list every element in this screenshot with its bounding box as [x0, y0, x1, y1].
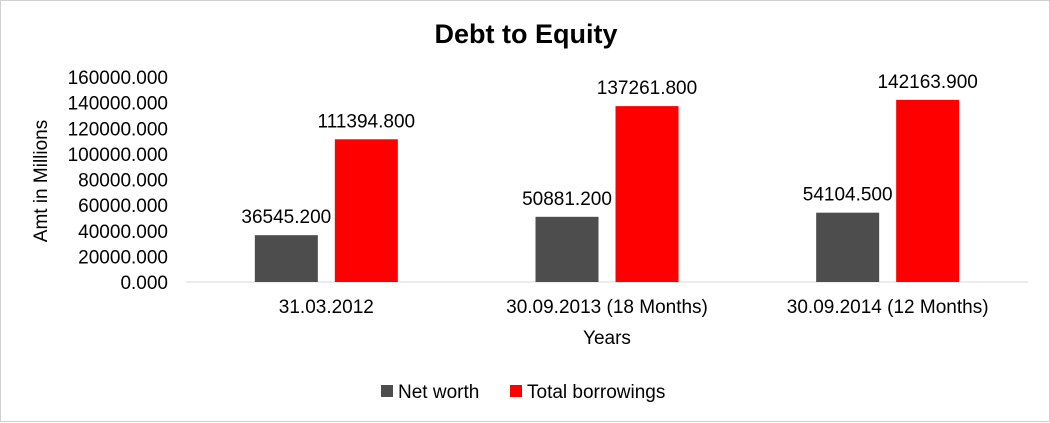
- bar-net-worth: [816, 212, 880, 282]
- legend-label: Total borrowings: [527, 382, 665, 403]
- x-tick-label: 31.03.2012: [279, 297, 374, 318]
- legend-label: Net worth: [398, 382, 479, 403]
- x-tick-label: 30.09.2014 (12 Months): [787, 297, 989, 318]
- x-axis-title: Years: [583, 328, 631, 349]
- bar-net-worth: [254, 235, 318, 282]
- data-label: 50881.200: [522, 189, 612, 210]
- legend-swatch: [510, 385, 522, 397]
- y-axis-title: Amt in Millions: [31, 120, 52, 242]
- data-label: 36545.200: [241, 207, 331, 228]
- legend: Net worth Total borrowings: [381, 382, 665, 403]
- y-tick-label: 20000.000: [78, 247, 168, 268]
- chart-title: Debt to Equity: [435, 19, 618, 49]
- data-label: 142163.900: [877, 72, 977, 93]
- legend-swatch: [381, 385, 393, 397]
- y-tick-label: 80000.000: [78, 171, 168, 192]
- y-tick-label: 100000.000: [68, 145, 168, 166]
- bar-net-worth: [535, 216, 599, 282]
- data-label: 111394.800: [318, 111, 416, 132]
- x-tick-label: 30.09.2013 (18 Months): [506, 297, 708, 318]
- y-tick-label: 140000.000: [68, 94, 168, 115]
- y-tick-label: 160000.000: [68, 68, 168, 89]
- plot-area: 36545.200 111394.800 31.03.2012 50881.200 13…: [186, 72, 1028, 318]
- data-label: 137261.800: [597, 78, 697, 99]
- y-tick-label: 120000.000: [68, 119, 168, 140]
- bar-total-borrowings: [334, 139, 398, 282]
- y-tick-label: 0.000: [120, 273, 168, 294]
- bar-total-borrowings: [896, 99, 960, 282]
- y-axis-ticks: 0.000 20000.000 40000.000 60000.000 80000.00…: [68, 68, 168, 294]
- data-label: 54104.500: [803, 185, 893, 206]
- y-tick-label: 40000.000: [78, 222, 168, 243]
- y-tick-label: 60000.000: [78, 196, 168, 217]
- bar-total-borrowings: [615, 106, 679, 282]
